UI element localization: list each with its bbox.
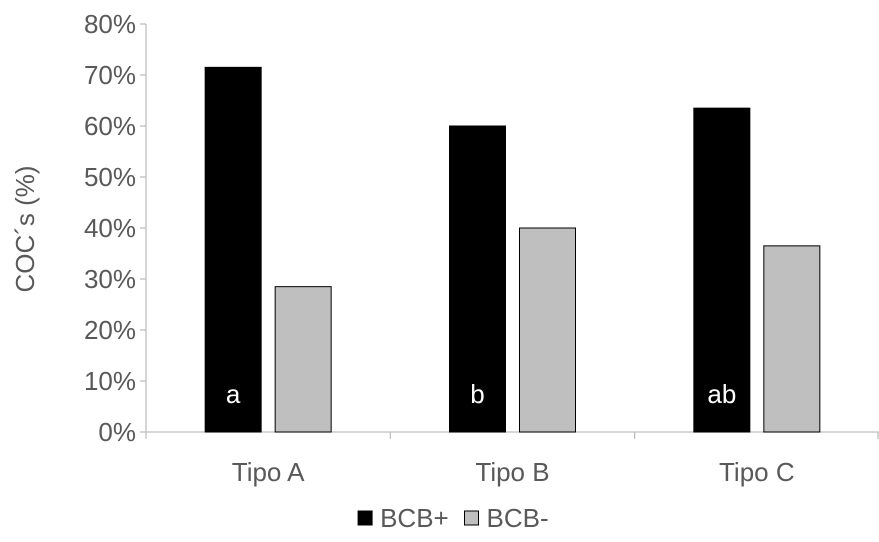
x-tick-label-tipo-a: Tipo A: [232, 457, 305, 487]
y-tick-label: 50%: [84, 162, 136, 192]
bar-bcb-tipo-a: [275, 287, 331, 432]
y-tick-label: 0%: [98, 417, 136, 447]
legend-swatch-bcb: [358, 511, 372, 525]
y-axis-title: COC´s (%): [10, 165, 40, 292]
legend-swatch-bcb: [465, 511, 479, 525]
bar-annotation-tipo-b: b: [470, 379, 484, 409]
y-tick-label: 80%: [84, 9, 136, 39]
x-tick-label-tipo-c: Tipo C: [719, 457, 795, 487]
y-tick-label: 10%: [84, 366, 136, 396]
legend-label-bcb: BCB+: [380, 503, 449, 533]
legend-label-bcb: BCB-: [487, 503, 549, 533]
x-tick-label-tipo-b: Tipo B: [475, 457, 549, 487]
plot-area: 0% 10% 20% 30% 40% 50% 60% 70% 80% a Tipo A b Tipo B…: [84, 9, 879, 487]
bar-annotation-tipo-c: ab: [707, 379, 736, 409]
y-tick-label: 40%: [84, 213, 136, 243]
y-tick-label: 20%: [84, 315, 136, 345]
y-tick-label: 70%: [84, 60, 136, 90]
y-tick-label: 30%: [84, 264, 136, 294]
bar-bcb-tipo-b: [520, 228, 576, 432]
bar-bcb-tipo-a: [205, 67, 261, 432]
bar-bcb-tipo-c: [764, 246, 820, 432]
bar-annotation-tipo-a: a: [226, 379, 241, 409]
y-tick-label: 60%: [84, 111, 136, 141]
legend: BCB+ BCB-: [358, 503, 549, 533]
